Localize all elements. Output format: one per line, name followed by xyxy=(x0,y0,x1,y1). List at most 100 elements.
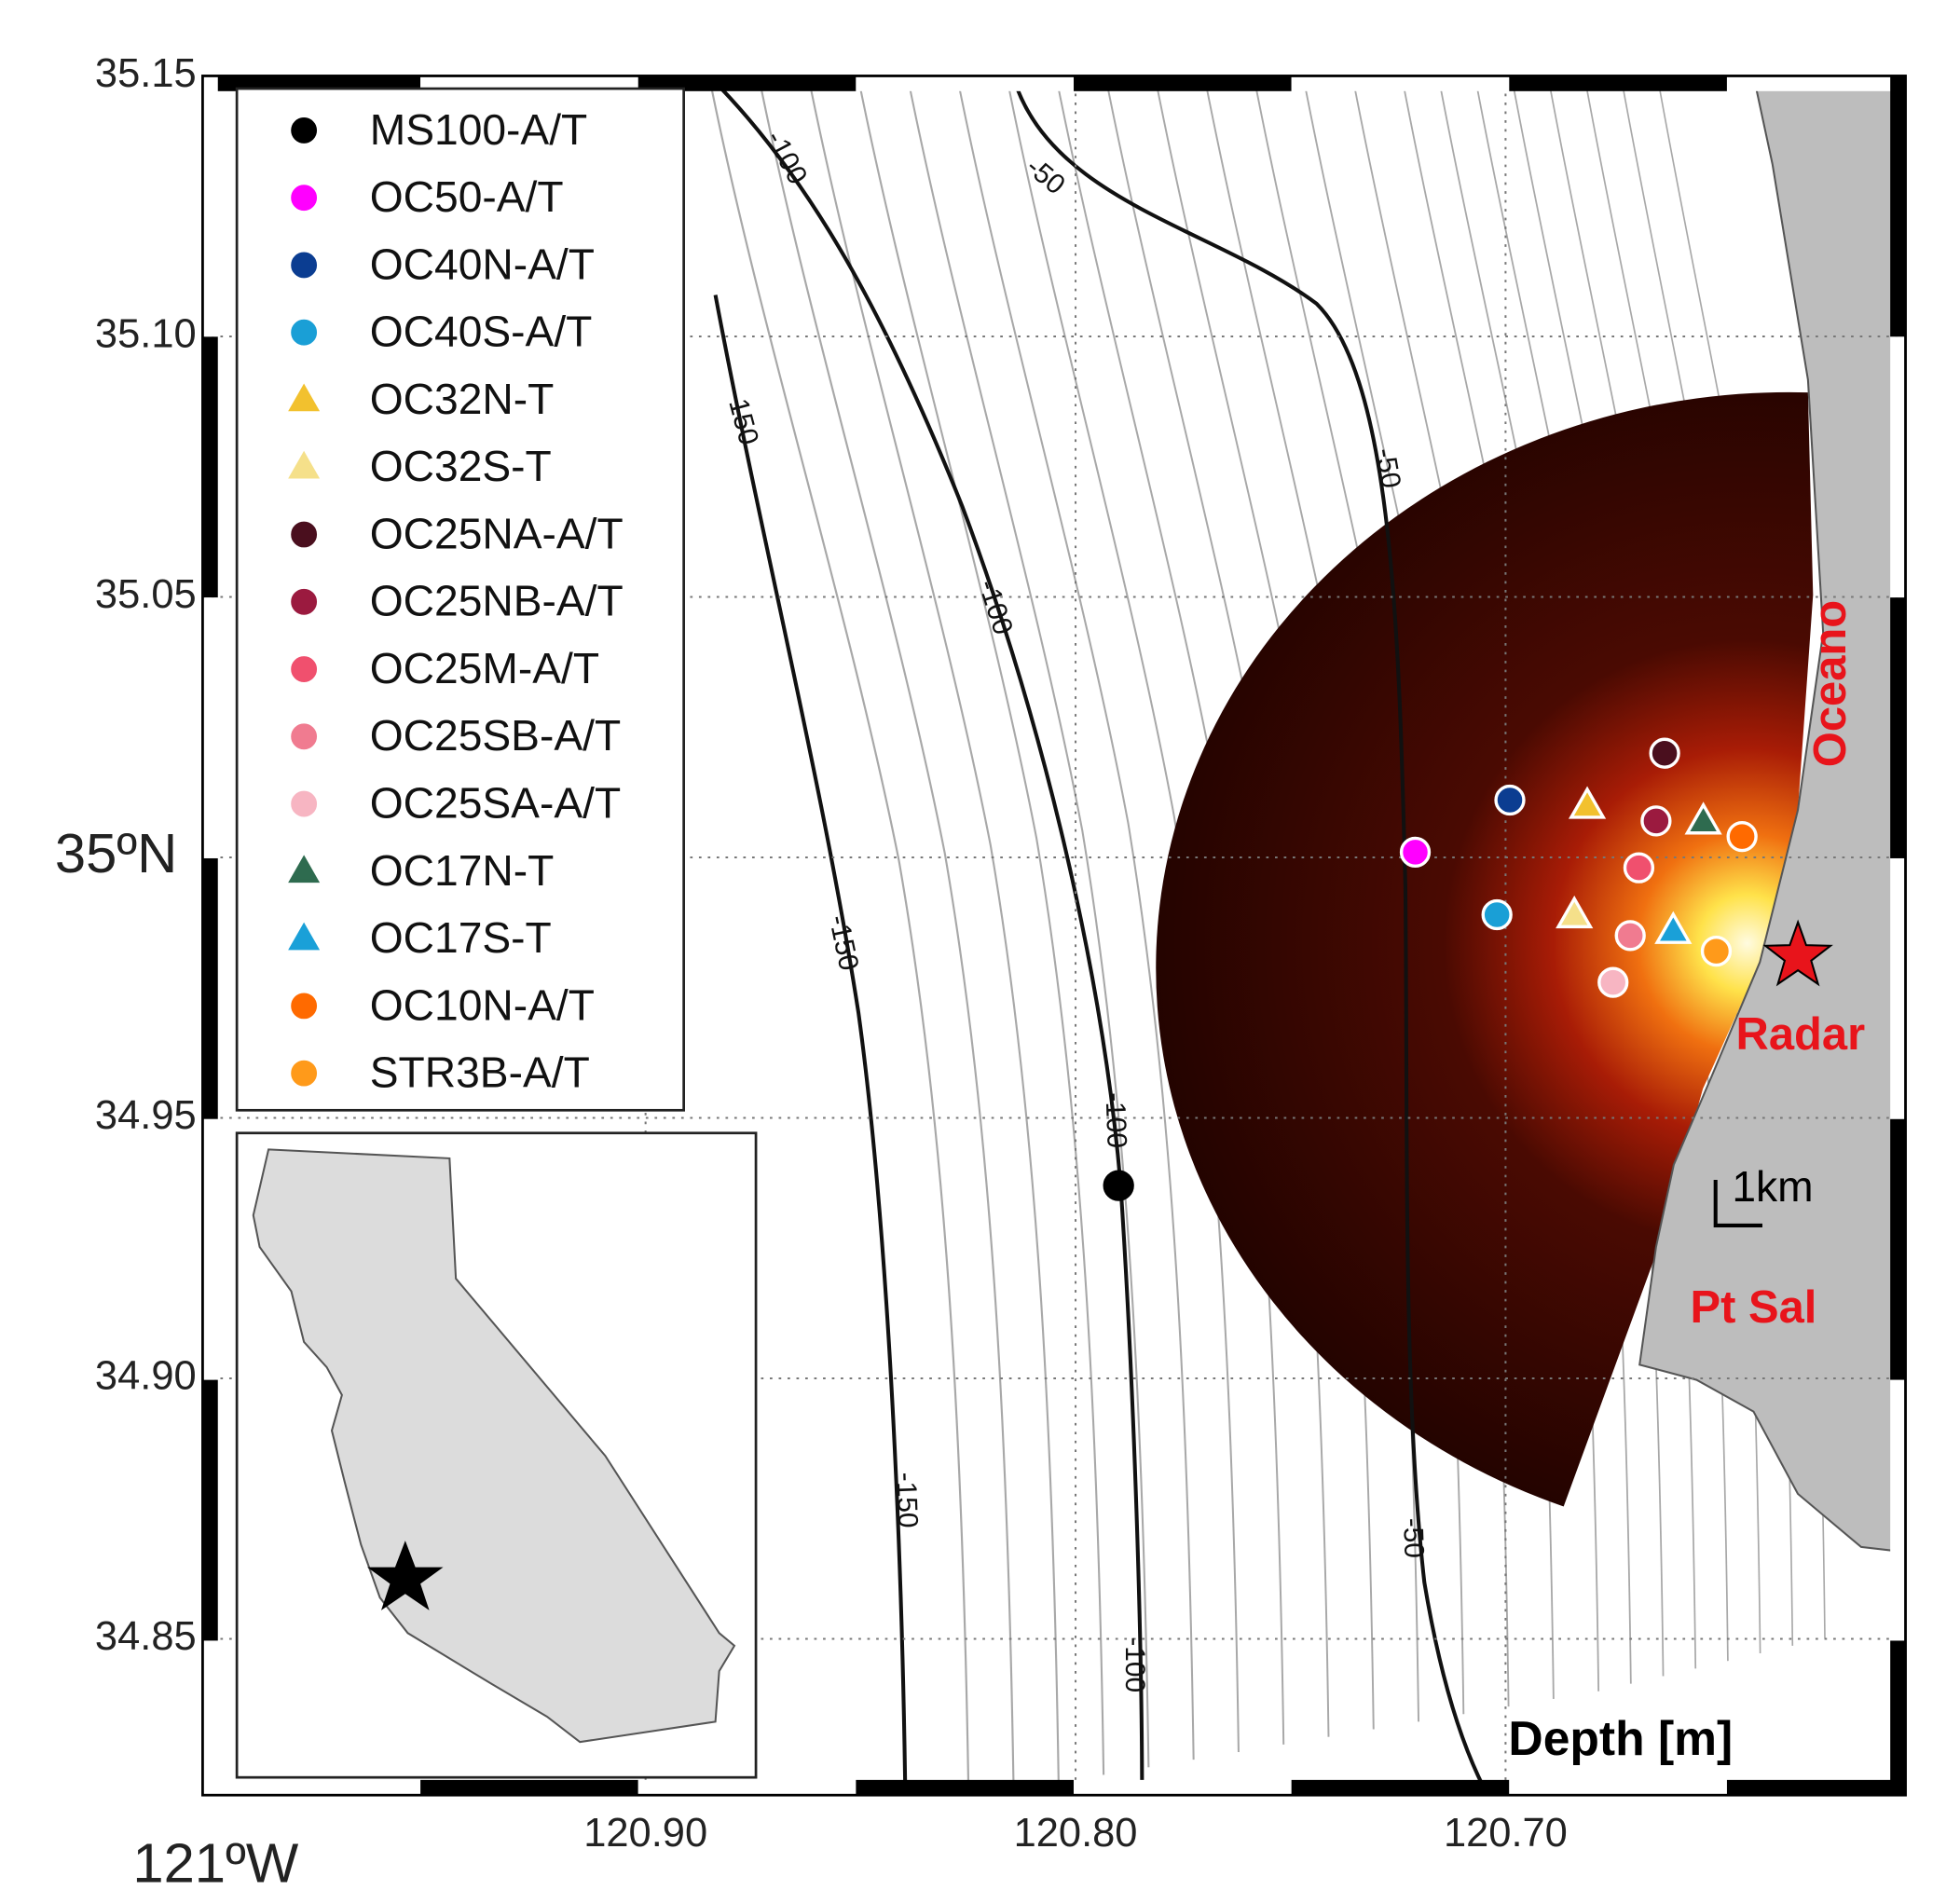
frame-segment xyxy=(637,1779,857,1796)
isobath xyxy=(857,75,1105,1775)
scale-bar: 1km xyxy=(1713,1162,1814,1227)
y-tick-label: 35.10 xyxy=(95,311,197,356)
station-marker xyxy=(1568,786,1607,819)
legend-label: MS100-A/T xyxy=(370,105,588,154)
station-marker xyxy=(1614,920,1646,952)
legend-label: OC17N-T xyxy=(370,846,555,895)
isobath xyxy=(955,75,1195,1760)
y-tick-label: 35ºN xyxy=(55,822,177,884)
x-tick-label: 121ºW xyxy=(132,1831,299,1894)
legend-label: OC25NA-A/T xyxy=(370,509,624,557)
place-label: Oceano xyxy=(1805,600,1856,767)
frame-segment xyxy=(202,1118,218,1380)
frame-segment xyxy=(1291,1779,1510,1796)
station-marker xyxy=(291,588,318,615)
station-marker xyxy=(1623,852,1655,884)
station-marker xyxy=(1597,966,1629,998)
legend-label: OC32S-T xyxy=(370,442,552,490)
frame-segment xyxy=(1074,75,1292,91)
frame-segment xyxy=(202,336,218,598)
station-marker xyxy=(291,185,318,212)
station-marker xyxy=(291,319,318,346)
contour-label: -100 xyxy=(1100,1092,1132,1149)
depth-label: Depth [m] xyxy=(1508,1711,1733,1765)
frame-segment xyxy=(856,75,1075,91)
frame-segment xyxy=(202,1379,218,1641)
frame-segment xyxy=(1890,1118,1906,1380)
isobath xyxy=(757,75,1015,1790)
legend-label: STR3B-A/T xyxy=(370,1048,590,1097)
legend-label: OC25NB-A/T xyxy=(370,577,624,625)
frame-outline xyxy=(201,75,1907,1797)
frame-segment xyxy=(1291,75,1510,91)
site-star xyxy=(367,1541,444,1610)
station-marker xyxy=(1481,898,1513,931)
california xyxy=(252,1148,736,1744)
isobath xyxy=(906,75,1150,1768)
radar-image xyxy=(1156,391,1814,1507)
contour-label: -50 xyxy=(1369,445,1406,490)
frame-segment xyxy=(637,75,857,91)
scale-label: 1km xyxy=(1732,1162,1813,1211)
frame-segment xyxy=(202,75,218,337)
legend-label: OC40N-A/T xyxy=(370,240,595,288)
station-marker xyxy=(288,450,321,479)
station-marker xyxy=(1640,805,1672,837)
frame-segment xyxy=(1726,75,1906,91)
y-tick-label: 35.15 xyxy=(95,51,197,96)
frame-segment xyxy=(1890,597,1906,858)
radar-marker xyxy=(1762,919,1833,987)
y-tick-label: 34.90 xyxy=(95,1353,197,1398)
y-tick-label: 35.05 xyxy=(95,572,197,617)
frame-segment xyxy=(420,1779,638,1796)
radar-label: Radar xyxy=(1736,1009,1866,1060)
scale-arrow xyxy=(1713,1180,1762,1227)
station-marker xyxy=(291,1060,318,1087)
frame-segment xyxy=(1509,75,1727,91)
station-marker xyxy=(1684,801,1722,835)
frame-segment xyxy=(1509,1779,1727,1796)
station-marker xyxy=(1649,737,1680,769)
frame-segment xyxy=(1890,336,1906,598)
x-tick-label: 120.90 xyxy=(583,1811,707,1856)
station-marker xyxy=(291,723,318,750)
station-marker xyxy=(1399,836,1432,869)
stations xyxy=(1103,737,1758,1201)
station-marker xyxy=(1700,935,1733,967)
station-marker xyxy=(291,116,318,144)
legend-label: OC25SB-A/T xyxy=(370,711,621,760)
station-marker xyxy=(291,656,318,682)
frame-segment xyxy=(1726,1779,1906,1796)
place-label: Pt Sal xyxy=(1691,1282,1817,1333)
y-tick-label: 34.95 xyxy=(95,1093,197,1138)
frame-segment xyxy=(202,1640,218,1796)
legend-label: OC50-A/T xyxy=(370,172,564,221)
land xyxy=(1638,75,1906,1554)
y-tick-label: 34.85 xyxy=(95,1614,197,1659)
station-marker xyxy=(291,993,318,1020)
legend-label: OC40S-A/T xyxy=(370,308,593,356)
isobath-150 xyxy=(713,295,908,1796)
isobath xyxy=(807,75,1060,1783)
station-marker xyxy=(1494,784,1526,816)
station-marker xyxy=(288,922,321,951)
station-marker xyxy=(1556,895,1594,929)
frame-segment xyxy=(856,1779,1075,1796)
x-tick-label: 120.80 xyxy=(1014,1811,1138,1856)
frame-segment xyxy=(1890,1640,1906,1796)
legend-label: OC25M-A/T xyxy=(370,644,599,692)
station-marker xyxy=(288,383,321,412)
legend-label: OC17S-T xyxy=(370,913,552,962)
contour-label: -100 xyxy=(1119,1637,1150,1692)
station-marker xyxy=(291,521,318,548)
frame-segment xyxy=(1074,1779,1292,1796)
legend: MS100-A/T OC50-A/T OC40N-A/T OC40S-A/T OC32N… xyxy=(288,105,624,1097)
station-marker xyxy=(1726,820,1758,853)
frame-segment xyxy=(1890,1379,1906,1641)
inset xyxy=(235,1131,758,1779)
frame-segment xyxy=(1890,857,1906,1119)
station-marker xyxy=(1654,911,1693,944)
